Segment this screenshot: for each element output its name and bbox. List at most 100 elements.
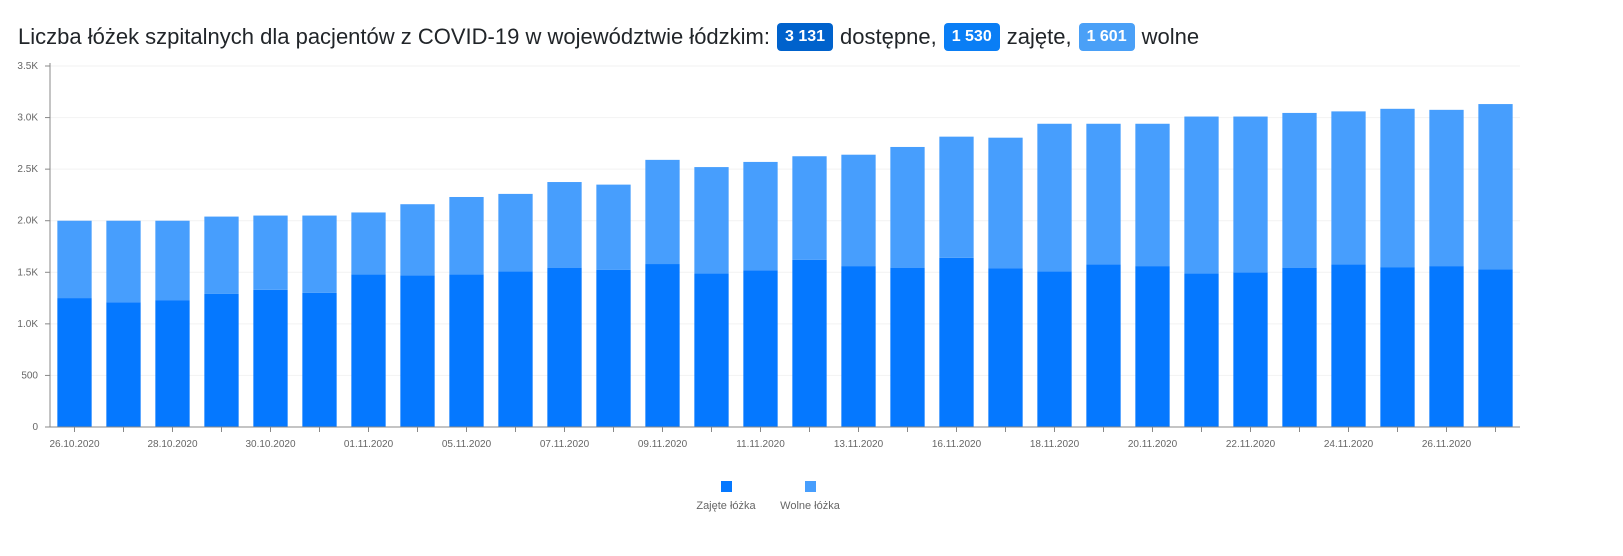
available-label: dostępne, [840, 24, 937, 49]
bar-free [1184, 116, 1219, 274]
bars [57, 104, 1513, 427]
y-tick-label: 0 [32, 422, 38, 433]
bar-free [204, 216, 239, 294]
x-tick-label: 28.10.2020 [147, 439, 197, 450]
x-tick-label: 22.11.2020 [1226, 439, 1276, 450]
legend-label: Zajęte łóżka [696, 500, 756, 512]
occupied-label: zajęte, [1006, 24, 1072, 49]
free-label: wolne [1141, 24, 1200, 49]
bar-free [645, 159, 680, 265]
axes [49, 63, 1520, 428]
bar-free [253, 215, 288, 290]
bar-free [498, 193, 533, 272]
bar-occupied [988, 268, 1023, 427]
x-tick-label: 05.11.2020 [442, 439, 492, 450]
bar-occupied [1086, 264, 1121, 427]
bar-occupied [1478, 269, 1513, 427]
bar-occupied [302, 292, 337, 427]
bar-occupied [1037, 271, 1072, 427]
bar-free [449, 196, 484, 275]
bar-occupied [1380, 267, 1415, 427]
bar-occupied [1282, 267, 1317, 427]
bar-free [302, 215, 337, 293]
y-tick-label: 1.5K [17, 267, 38, 278]
bar-free [106, 220, 141, 303]
bar-occupied [1233, 272, 1268, 427]
x-tick-label: 18.11.2020 [1030, 439, 1080, 450]
bar-free [57, 220, 92, 299]
bar-free [694, 167, 729, 274]
bar-occupied [204, 293, 239, 427]
bar-occupied [743, 270, 778, 427]
x-tick-label: 09.11.2020 [638, 439, 688, 450]
x-tick-label: 13.11.2020 [834, 439, 884, 450]
x-axis-ticks: 26.10.2020 28.10.2020 30.10.2020 01.11.2020… [49, 427, 1496, 450]
bar-occupied [57, 298, 92, 427]
y-tick-label: 3.0K [17, 113, 38, 124]
bar-occupied [1429, 266, 1464, 427]
bar-free [890, 146, 925, 268]
bar-occupied [596, 269, 631, 427]
legend-swatch [805, 481, 816, 492]
bar-free [988, 137, 1023, 269]
bar-free [841, 154, 876, 267]
bar-free [547, 182, 582, 268]
free-count-badge: 1 601 [1078, 23, 1135, 51]
bar-free [1429, 109, 1464, 267]
bar-occupied [792, 259, 827, 427]
x-tick-label: 26.10.2020 [49, 439, 99, 450]
chart-title: Liczba łóżek szpitalnych dla pacjentów z… [18, 20, 1206, 54]
bar-occupied [645, 264, 680, 427]
y-axis-ticks: 0 500 1.0K 1.5K 2.0K 2.5K 3.0K 3.5K [17, 61, 50, 433]
x-tick-label: 26.11.2020 [1422, 439, 1472, 450]
legend-swatch [721, 481, 732, 492]
bar-free [1233, 116, 1268, 273]
bar-occupied [449, 274, 484, 427]
bar-free [351, 212, 386, 275]
occupied-count-badge: 1 530 [943, 23, 1000, 51]
y-tick-label: 500 [21, 370, 38, 381]
bar-occupied [155, 300, 190, 427]
x-tick-label: 11.11.2020 [736, 439, 785, 450]
bar-free [743, 161, 778, 271]
bar-free [155, 220, 190, 301]
bar-free [939, 136, 974, 258]
x-tick-label: 20.11.2020 [1128, 439, 1178, 450]
bar-free [1282, 112, 1317, 268]
y-tick-label: 3.5K [17, 61, 38, 72]
x-tick-label: 01.11.2020 [344, 439, 394, 450]
bar-occupied [939, 257, 974, 427]
y-tick-label: 2.0K [17, 216, 38, 227]
bar-occupied [1135, 266, 1170, 427]
y-tick-label: 1.0K [17, 319, 38, 330]
y-tick-label: 2.5K [17, 164, 38, 175]
bar-free [1478, 104, 1513, 270]
bar-free [596, 184, 631, 270]
bar-free [792, 156, 827, 260]
grid-lines [50, 65, 1520, 376]
available-count-badge: 3 131 [777, 23, 834, 51]
legend: Zajęte łóżka Wolne łóżka [696, 481, 841, 512]
title-prefix: Liczba łóżek szpitalnych dla pacjentów z… [18, 24, 770, 49]
bar-occupied [1331, 264, 1366, 427]
bar-occupied [890, 267, 925, 427]
x-tick-label: 30.10.2020 [245, 439, 295, 450]
bar-occupied [1184, 273, 1219, 427]
bar-free [1135, 123, 1170, 267]
bar-free [1086, 123, 1121, 265]
bar-occupied [547, 267, 582, 427]
x-tick-label: 07.11.2020 [540, 439, 590, 450]
bar-occupied [106, 302, 141, 427]
bar-occupied [498, 271, 533, 427]
bar-occupied [841, 266, 876, 427]
bar-occupied [400, 275, 435, 427]
bar-free [1037, 123, 1072, 272]
bar-free [1331, 111, 1366, 265]
x-tick-label: 16.11.2020 [932, 439, 982, 450]
x-tick-label: 24.11.2020 [1324, 439, 1374, 450]
bar-occupied [253, 289, 288, 427]
bar-free [400, 204, 435, 276]
bar-occupied [694, 273, 729, 427]
legend-label: Wolne łóżka [780, 500, 841, 512]
